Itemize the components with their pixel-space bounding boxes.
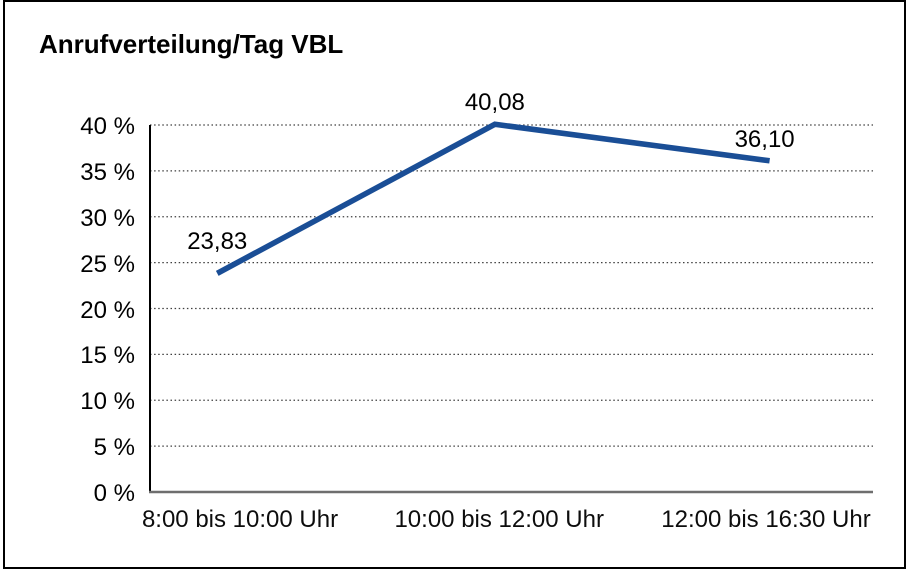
chart-frame [3,0,906,569]
y-tick-label: 10 % [80,388,135,416]
x-category-label: 10:00 bis 12:00 Uhr [394,506,604,533]
y-tick-label: 35 % [80,158,135,186]
y-tick-label: 0 % [93,480,135,507]
y-tick-label: 30 % [80,204,135,232]
x-category-label: 12:00 bis 16:30 Uhr [661,506,871,533]
y-tick-label: 25 % [80,250,135,278]
data-point-label: 23,83 [187,228,248,256]
series-line [215,121,770,276]
data-point-label: 36,10 [734,125,795,153]
y-tick-label: 5 % [93,434,135,462]
y-tick-label: 20 % [80,296,135,324]
data-point-label: 40,08 [464,89,525,117]
y-tick-label: 15 % [80,342,135,370]
chart-title: Anrufverteilung/Tag VBL [39,29,344,59]
x-category-label: 8:00 bis 10:00 Uhr [141,506,339,533]
y-tick-label: 40 % [80,113,135,140]
